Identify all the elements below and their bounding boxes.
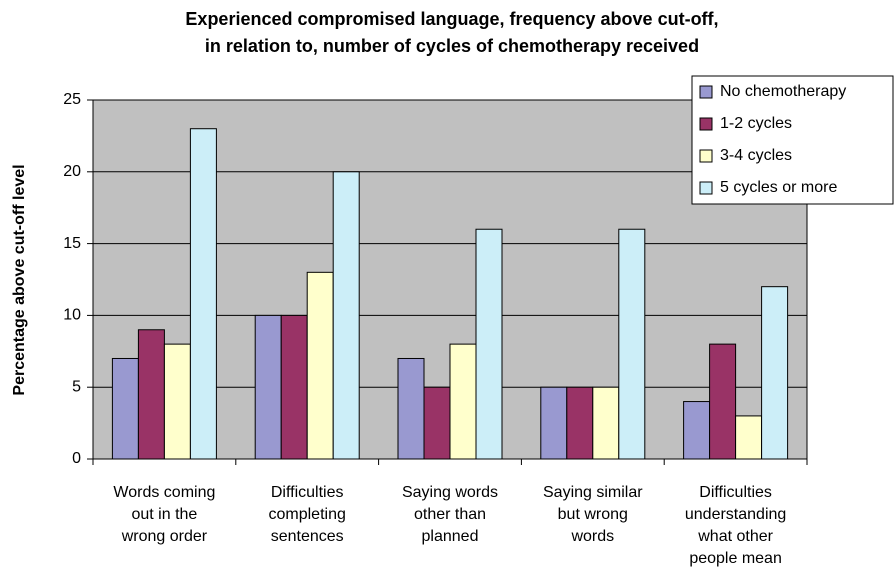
chart-title: Experienced compromised language, freque… bbox=[185, 9, 718, 29]
x-tick-label: out in the bbox=[131, 506, 197, 523]
y-tick-label: 5 bbox=[72, 378, 81, 395]
chart-title: in relation to, number of cycles of chem… bbox=[205, 36, 699, 56]
bar bbox=[397, 357, 425, 460]
bar bbox=[280, 314, 308, 460]
bar bbox=[735, 415, 763, 460]
x-tick-label: but wrong bbox=[558, 506, 628, 523]
bar bbox=[449, 343, 477, 460]
x-tick-label: completing bbox=[269, 506, 346, 523]
x-tick-label: sentences bbox=[271, 528, 344, 545]
bar bbox=[111, 357, 139, 460]
bar bbox=[423, 386, 451, 460]
y-tick-label: 15 bbox=[63, 235, 81, 252]
legend-swatch bbox=[699, 181, 713, 195]
legend bbox=[691, 75, 894, 205]
x-tick-label: wrong order bbox=[121, 528, 208, 545]
bar bbox=[189, 128, 217, 460]
bar bbox=[332, 171, 360, 460]
bar bbox=[254, 314, 282, 460]
bar bbox=[163, 343, 191, 460]
legend-swatch bbox=[699, 149, 713, 163]
x-tick-label: people mean bbox=[689, 550, 782, 567]
legend-swatch bbox=[699, 117, 713, 131]
x-tick-label: planned bbox=[422, 528, 479, 545]
bar bbox=[761, 286, 789, 460]
legend-label: No chemotherapy bbox=[720, 83, 846, 100]
legend-label: 3-4 cycles bbox=[720, 147, 792, 164]
x-tick-label: Difficulties bbox=[699, 484, 772, 501]
x-tick-label: what other bbox=[697, 528, 773, 545]
x-tick-label: Saying words bbox=[402, 484, 498, 501]
bar bbox=[566, 386, 594, 460]
bar bbox=[540, 386, 568, 460]
bar bbox=[137, 329, 165, 460]
y-tick-label: 25 bbox=[63, 91, 81, 108]
x-tick-label: Difficulties bbox=[271, 484, 344, 501]
bar bbox=[592, 386, 620, 460]
legend-swatch bbox=[699, 85, 713, 99]
y-tick-label: 10 bbox=[63, 307, 81, 324]
bar bbox=[683, 401, 711, 460]
bar bbox=[306, 271, 334, 460]
y-tick-label: 20 bbox=[63, 163, 81, 180]
bar bbox=[618, 228, 646, 460]
x-tick-label: understanding bbox=[685, 506, 786, 523]
x-tick-label: words bbox=[570, 528, 614, 545]
bar bbox=[709, 343, 737, 460]
legend-label: 5 cycles or more bbox=[720, 179, 837, 196]
y-axis-label: Percentage above cut-off level bbox=[11, 164, 28, 395]
y-tick-label: 0 bbox=[72, 450, 81, 467]
bar bbox=[475, 228, 503, 460]
x-tick-label: Saying similar bbox=[543, 484, 643, 501]
x-tick-label: other than bbox=[414, 506, 486, 523]
legend-label: 1-2 cycles bbox=[720, 115, 792, 132]
x-tick-label: Words coming bbox=[113, 484, 215, 501]
